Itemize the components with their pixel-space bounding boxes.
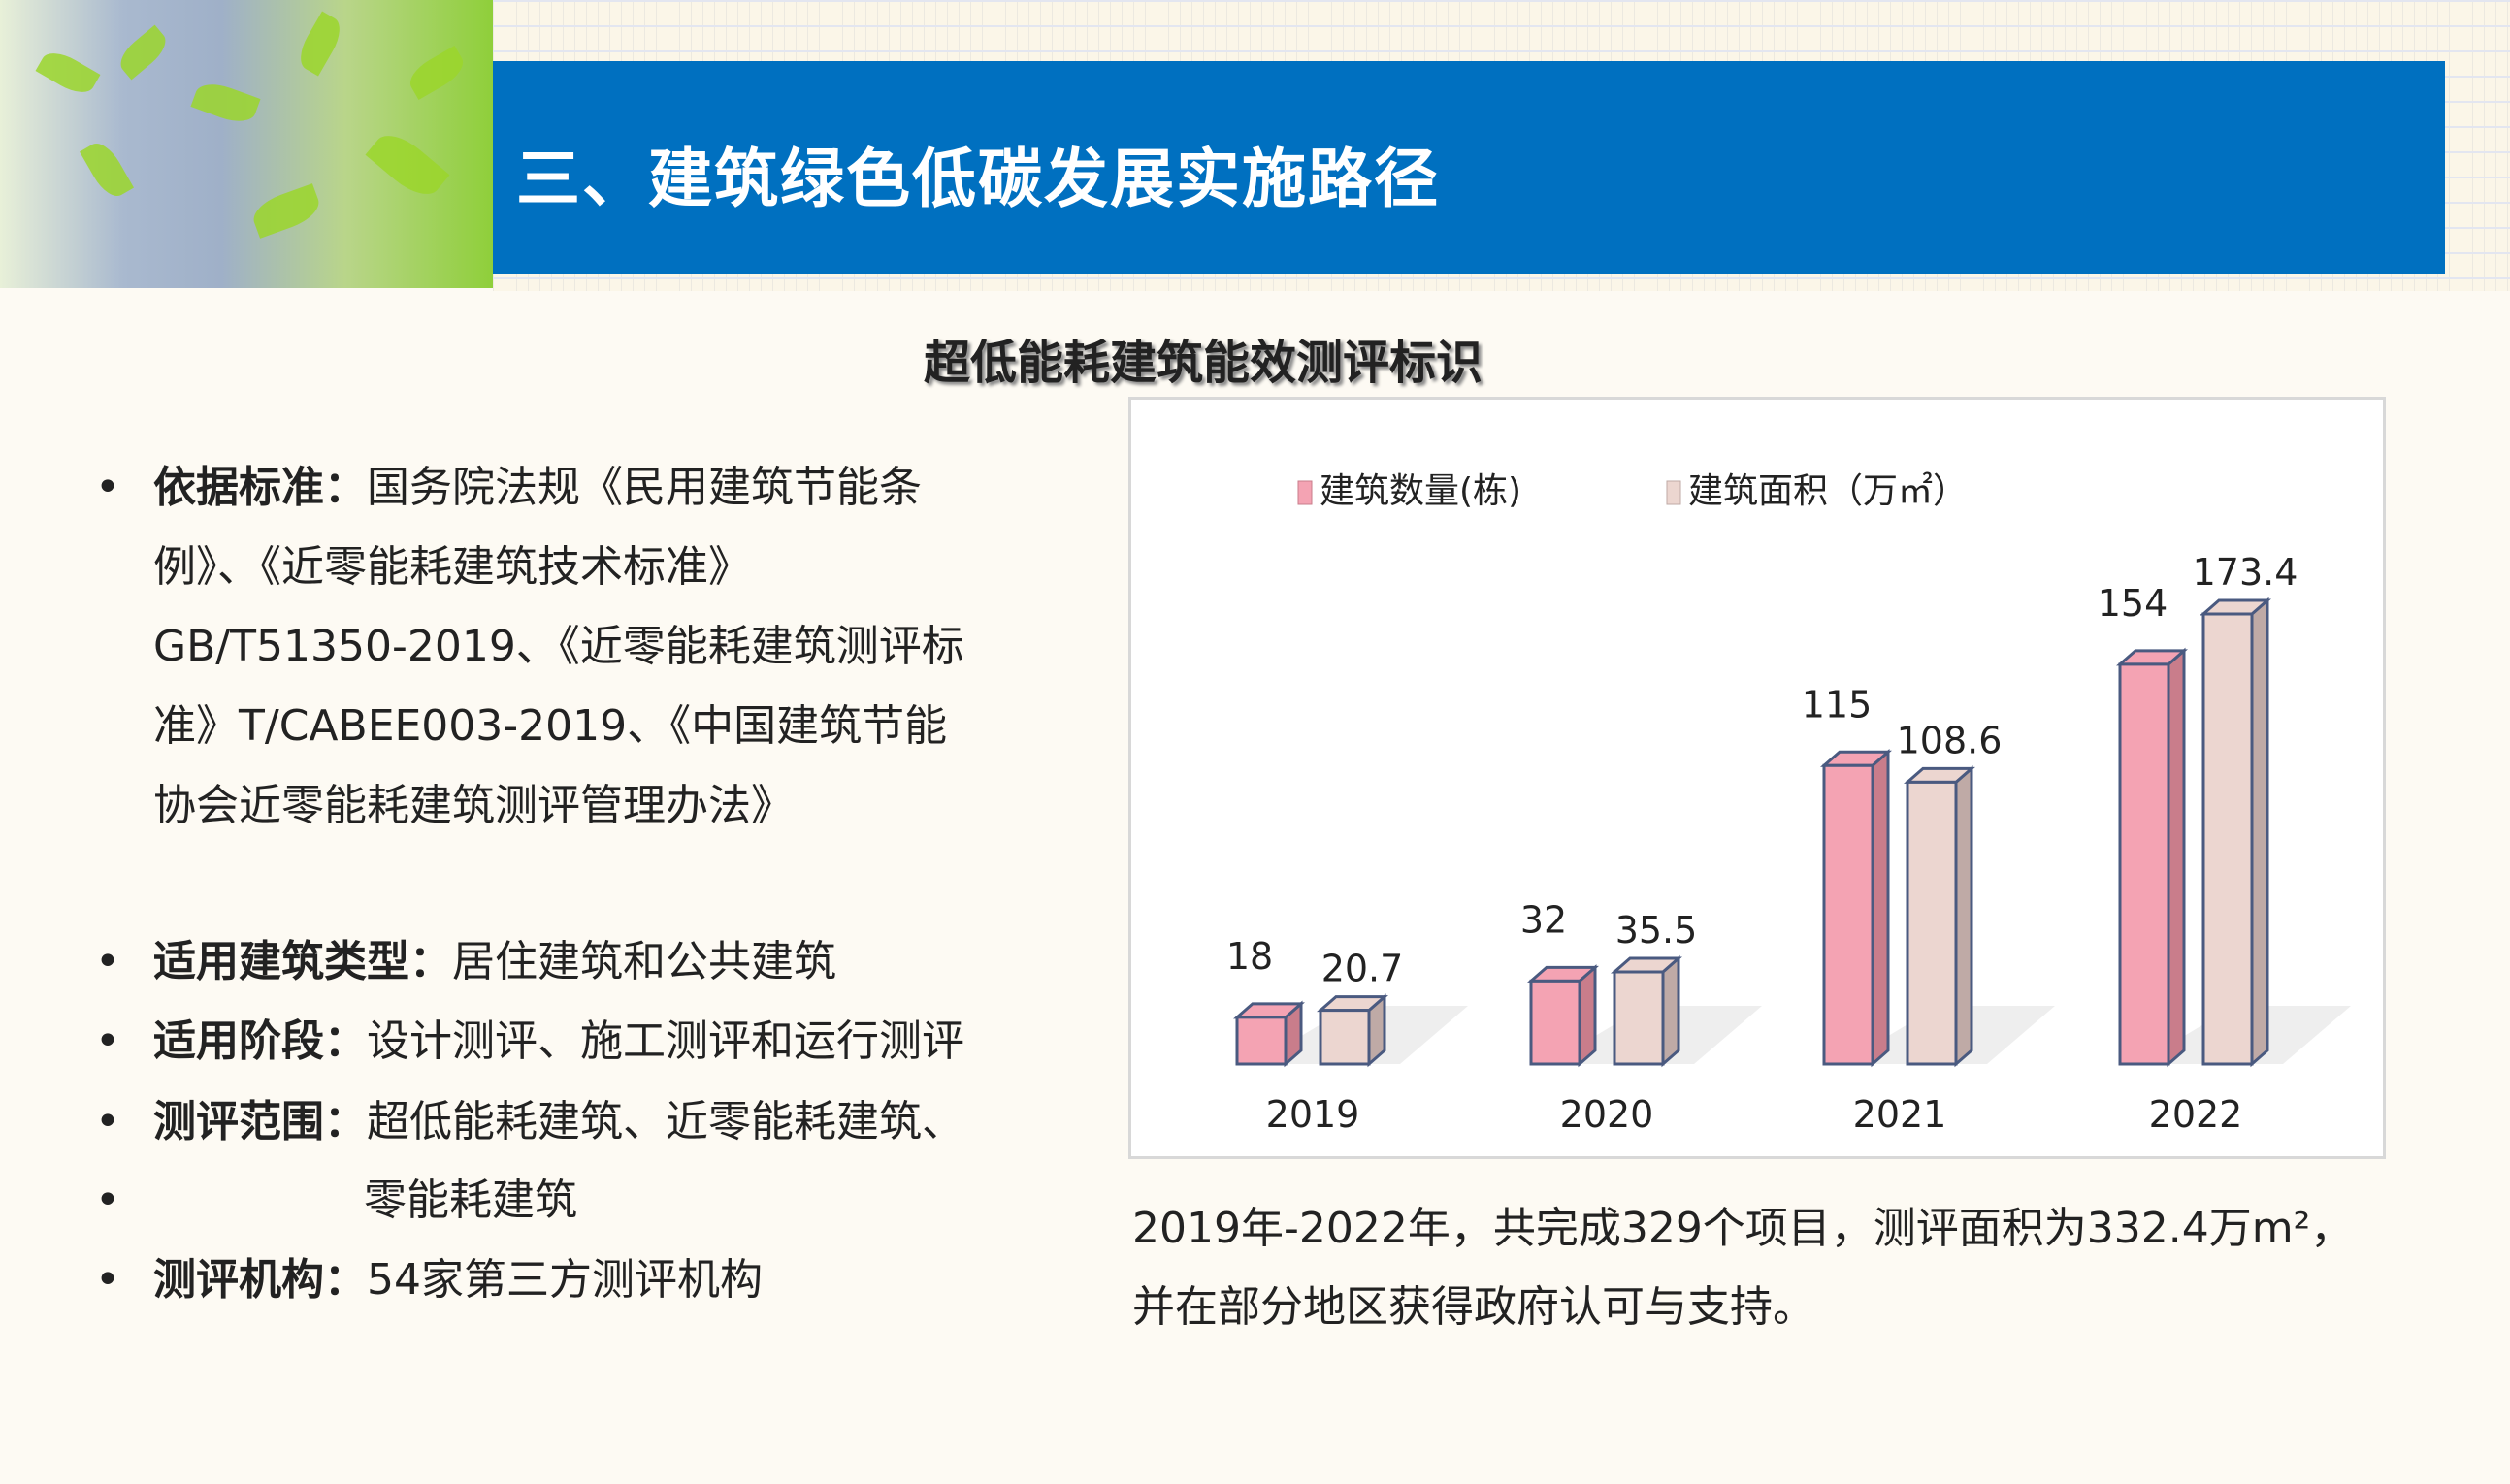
title-banner: 三、建筑绿色低碳发展实施路径 [493,61,2445,274]
bar [1529,979,1581,1066]
x-tick-label: 2020 [1560,1093,1654,1136]
data-label: 18 [1226,935,1273,978]
data-label: 154 [2098,582,2168,625]
bar-side [1954,765,1973,1068]
x-tick-label: 2019 [1266,1093,1360,1136]
bar-side [2250,597,2269,1068]
page-title: 三、建筑绿色低碳发展实施路径 [516,142,1440,216]
item-text: 例》、《近零能耗建筑技术标准》 [153,542,751,592]
caption-line-2: 并在部分地区获得政府认可与支持。 [1132,1282,1815,1332]
x-tick-label: 2021 [1853,1093,1947,1136]
section-subtitle: 超低能耗建筑能效测评标识 [923,336,1483,390]
bar-side [1871,748,1890,1068]
data-label: 173.4 [2193,551,2298,594]
bar-side [1661,954,1680,1068]
bullet-icon: • [95,1255,120,1305]
item-label: 适用建筑类型： [153,937,452,986]
data-label: 115 [1802,683,1873,726]
leaf-decoration-image [0,0,493,288]
item-label: 适用阶段： [153,1016,367,1066]
chart-svg: 建筑数量(栋) 建筑面积（万㎡） 18 20.7 2019 32 35.5 2020 115 10… [1226,470,2351,1136]
item-text: 设计测评、施工测评和运行测评 [367,1016,964,1066]
bar-side [2167,647,2186,1068]
item-label: 测评机构： [153,1255,367,1305]
bullet-icon: • [95,1097,120,1146]
data-label: 108.6 [1897,719,2003,761]
item-text: 国务院法规《民用建筑节能条 [367,463,922,512]
bar [2201,612,2254,1066]
bar [1319,1009,1371,1066]
data-label: 32 [1520,898,1567,941]
bullet-icon: • [95,937,120,986]
bar [1235,1016,1288,1066]
legend-swatch [1666,480,1681,505]
item-text: 居住建筑和公共建筑 [452,937,836,986]
legend-label: 建筑数量(栋) [1320,471,1521,511]
bar-chart: 建筑数量(栋) 建筑面积（万㎡） 18 20.7 2019 32 35.5 2020 115 10… [1128,397,2386,1159]
item-text: 超低能耗建筑、近零能耗建筑、 [367,1097,964,1146]
item-label: 测评范围： [153,1097,367,1146]
legend-swatch [1297,480,1313,505]
bar-side [1578,964,1597,1068]
bar [1906,780,1958,1066]
item-text: 协会近零能耗建筑测评管理办法》 [153,781,794,830]
bar [2118,662,2170,1066]
bullet-icon: • [95,1176,120,1225]
item-label: 依据标准： [153,463,367,512]
item-text: 准》T/CABEE003-2019、《中国建筑节能 [153,701,948,751]
data-label: 20.7 [1321,948,1404,990]
x-tick-label: 2022 [2149,1093,2243,1136]
data-label: 35.5 [1615,909,1698,952]
item-text: GB/T51350-2019、《近零能耗建筑测评标 [153,622,964,671]
item-text: 54家第三方测评机构 [367,1255,763,1305]
caption-line-1: 2019年-2022年，共完成329个项目，测评面积为332.4万m²， [1132,1204,2354,1253]
bar [1822,763,1874,1066]
bullet-icon: • [95,1016,120,1066]
bullet-icon: • [95,463,120,512]
item-text: 零能耗建筑 [364,1176,577,1225]
bar [1613,970,1665,1066]
legend-label: 建筑面积（万㎡） [1688,470,1968,511]
